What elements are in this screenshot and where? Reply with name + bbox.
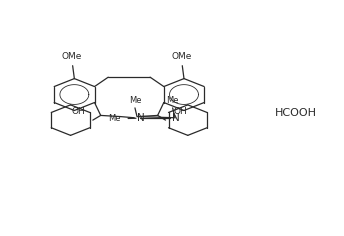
Text: HCOOH: HCOOH [275,108,317,118]
Text: OH: OH [173,107,187,116]
Text: Me: Me [108,114,120,123]
Text: Me: Me [166,96,179,105]
Text: OMe: OMe [62,52,82,61]
Text: Me: Me [129,96,141,105]
Text: OMe: OMe [171,52,192,61]
Text: OH: OH [72,107,85,116]
Text: N: N [172,113,180,123]
Text: N: N [137,113,145,123]
